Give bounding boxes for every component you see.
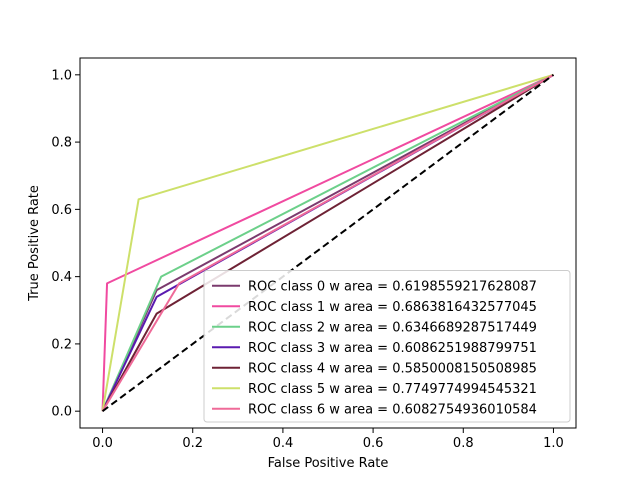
roc-series-4 [101, 73, 554, 412]
plot-area [101, 73, 555, 412]
x-tick-label: 1.0 [543, 436, 564, 451]
y-tick-label: 0.8 [51, 136, 72, 151]
axis-ticks: 0.0 0.2 0.4 0.6 0.8 1.0 0.0 0.2 0.4 0.6 0.8 1.0 [51, 68, 563, 451]
legend-label-2: ROC class 2 w area = 0.6346689287517449 [248, 320, 537, 335]
axes-frame [79, 57, 577, 429]
legend-label-4: ROC class 4 w area = 0.5850008150508985 [248, 361, 537, 376]
legend-label-0: ROC class 0 w area = 0.6198559217628087 [248, 279, 537, 294]
legend-label-1: ROC class 1 w area = 0.6863816432577045 [248, 300, 537, 315]
y-tick-label: 0.0 [51, 405, 72, 420]
x-tick-label: 0.6 [363, 436, 384, 451]
legend: ROC class 0 w area = 0.6198559217628087 R… [203, 270, 571, 423]
y-tick-label: 0.4 [51, 270, 72, 285]
roc-series-6 [101, 73, 554, 412]
x-tick-label: 0.4 [273, 436, 294, 451]
x-tick-label: 0.2 [182, 436, 203, 451]
roc-series-5 [101, 73, 554, 412]
y-tick-label: 0.2 [51, 337, 72, 352]
roc-series-1 [101, 73, 554, 412]
legend-box [203, 270, 571, 423]
legend-label-6: ROC class 6 w area = 0.6082754936010584 [248, 402, 537, 417]
x-tick-label: 0.0 [92, 436, 113, 451]
x-tick-label: 0.8 [453, 436, 474, 451]
y-tick-label: 0.6 [51, 203, 72, 218]
legend-label-5: ROC class 5 w area = 0.7749774994545321 [248, 382, 537, 397]
x-axis-label: False Positive Rate [268, 456, 389, 471]
legend-label-3: ROC class 3 w area = 0.6086251988799751 [248, 341, 537, 356]
y-axis-label: True Positive Rate [27, 185, 42, 302]
roc-series-2 [101, 73, 554, 412]
y-tick-label: 1.0 [51, 68, 72, 83]
reference-line [101, 74, 555, 412]
